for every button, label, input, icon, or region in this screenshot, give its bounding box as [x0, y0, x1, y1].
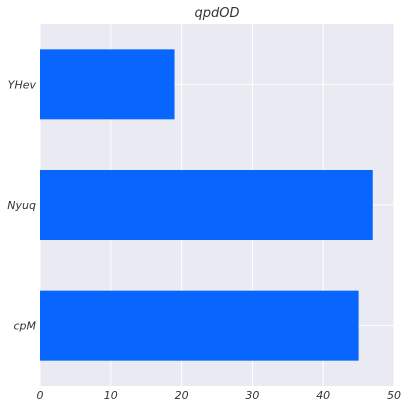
- x-tick-label: 30: [245, 389, 259, 402]
- x-tick-labels: 0 10 20 30 40 50: [37, 389, 402, 402]
- x-tick-label: 40: [316, 389, 330, 402]
- y-tick-labels: YHev Nyuq cpM: [7, 78, 36, 332]
- bars: [40, 49, 373, 361]
- bar-cpM: [40, 290, 359, 361]
- bar-YHev: [40, 49, 175, 120]
- chart-title: qpdOD: [195, 6, 240, 21]
- x-tick-label: 10: [104, 389, 118, 402]
- y-tick-label: YHev: [8, 78, 37, 91]
- x-tick-label: 50: [387, 389, 401, 402]
- bar-Nyuq: [40, 170, 373, 240]
- x-tick-label: 0: [37, 389, 44, 402]
- y-tick-label: cpM: [13, 320, 36, 333]
- x-tick-label: 20: [175, 389, 189, 402]
- y-tick-label: Nyuq: [7, 199, 36, 212]
